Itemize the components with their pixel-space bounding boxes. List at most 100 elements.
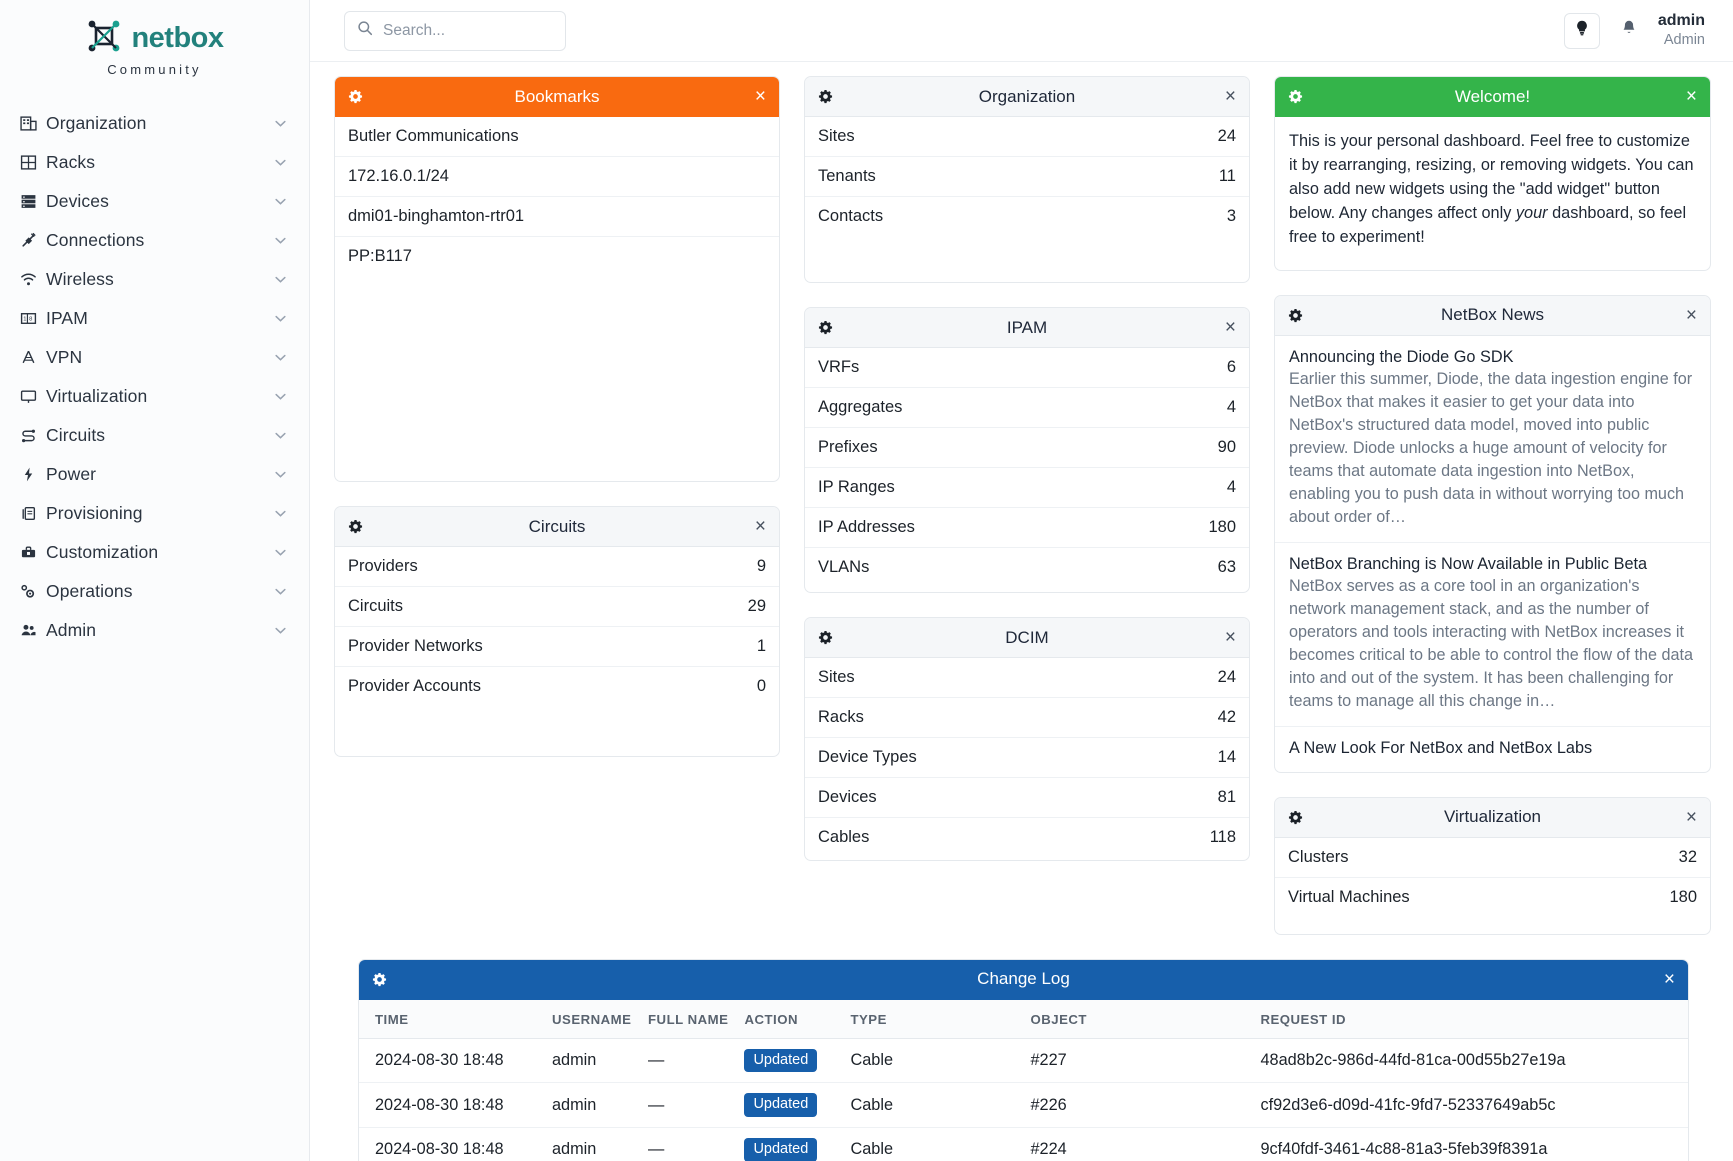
sidebar-item-vpn[interactable]: VPN (0, 338, 309, 377)
cell-request-id[interactable]: 48ad8b2c-986d-44fd-81ca-00d55b27e19a (1252, 1038, 1688, 1084)
widget-body: VRFs 6 Aggregates 4 Prefixes 90 IP Ran (805, 348, 1249, 592)
column-header-time[interactable]: TIME (359, 999, 544, 1039)
gear-icon[interactable] (1288, 810, 1303, 825)
bookmark-item[interactable]: PP:B117 (348, 247, 412, 265)
theme-toggle-button[interactable] (1563, 12, 1600, 49)
close-icon[interactable]: × (1685, 806, 1697, 828)
column-header-request-id[interactable]: REQUEST ID (1252, 999, 1688, 1039)
close-icon[interactable]: × (1685, 86, 1697, 107)
bookmark-item[interactable]: dmi01-binghamton-rtr01 (335, 197, 779, 237)
search-box[interactable] (344, 10, 566, 51)
cell-object[interactable]: #224 (1022, 1127, 1253, 1161)
sidebar-item-racks[interactable]: Racks (0, 143, 309, 182)
cell-request-id[interactable]: 9cf40fdf-3461-4c88-81a3-5feb39f8391a (1252, 1127, 1688, 1161)
cell-time[interactable]: 2024-08-30 18:48 (359, 1082, 544, 1129)
sidebar-item-connections[interactable]: Connections (0, 221, 309, 260)
widget-title: IPAM (1006, 317, 1048, 337)
stat-label[interactable]: Sites (818, 127, 855, 145)
stat-label[interactable]: IP Addresses (818, 518, 915, 536)
column-header-object[interactable]: OBJECT (1022, 999, 1253, 1039)
stat-row: Provider Networks 1 (335, 627, 779, 667)
cell-type: Cable (842, 1082, 1023, 1129)
news-title[interactable]: NetBox Branching is Now Available in Pub… (1289, 554, 1648, 573)
stat-label[interactable]: Devices (818, 788, 877, 806)
close-icon[interactable]: × (1663, 968, 1675, 990)
gear-icon[interactable] (348, 89, 363, 104)
bookmark-item[interactable]: Butler Communications (335, 117, 779, 157)
sidebar-item-virtualization[interactable]: Virtualization (0, 377, 309, 416)
sidebar-item-circuits[interactable]: Circuits (0, 416, 309, 455)
cell-object[interactable]: #226 (1022, 1082, 1253, 1129)
brand-logo[interactable]: netbox Community (0, 12, 309, 84)
cell-time[interactable]: 2024-08-30 18:48 (359, 1038, 544, 1084)
circuit-icon (20, 427, 46, 444)
column-header-full-name[interactable]: FULL NAME (640, 999, 737, 1039)
cell-time[interactable]: 2024-08-30 18:48 (359, 1127, 544, 1161)
stat-label[interactable]: Cables (818, 828, 870, 846)
bookmark-item[interactable]: 172.16.0.1/24 (335, 157, 779, 197)
sidebar-item-provisioning[interactable]: Provisioning (0, 494, 309, 533)
close-icon[interactable]: × (1685, 304, 1697, 326)
sidebar-item-wireless[interactable]: Wireless (0, 260, 309, 299)
sidebar-item-customization[interactable]: Customization (0, 533, 309, 572)
stat-label[interactable]: VLANs (818, 558, 870, 576)
stat-label[interactable]: Provider Accounts (348, 677, 481, 695)
column-header-type[interactable]: TYPE (842, 999, 1023, 1039)
stat-value: 42 (1217, 708, 1236, 726)
column-header-username[interactable]: USERNAME (544, 999, 640, 1039)
close-icon[interactable]: × (754, 516, 766, 537)
chevron-down-icon (274, 117, 287, 130)
user-menu[interactable]: admin Admin (1658, 11, 1709, 49)
changelog-wrapper: Change Log × TIME USERNAME FULL NAME ACT… (334, 935, 1711, 1161)
stat-label[interactable]: Virtual Machines (1288, 887, 1410, 906)
gear-icon[interactable] (1288, 308, 1303, 323)
sidebar-item-power[interactable]: Power (0, 455, 309, 494)
stat-label[interactable]: Contacts (818, 207, 884, 225)
sidebar-item-devices[interactable]: Devices (0, 182, 309, 221)
gear-icon[interactable] (348, 519, 363, 534)
stat-label[interactable]: Providers (348, 557, 418, 575)
stat-value: 4 (1226, 398, 1236, 416)
widget-header: Organization × (805, 77, 1249, 117)
close-icon[interactable]: × (754, 86, 766, 107)
stat-label[interactable]: VRFs (818, 358, 860, 376)
stat-label[interactable]: Racks (818, 708, 864, 726)
sidebar-item-organization[interactable]: Organization (0, 104, 309, 143)
stat-label[interactable]: Sites (818, 668, 855, 686)
stat-value: 0 (756, 677, 766, 695)
cell-object[interactable]: #227 (1022, 1038, 1253, 1084)
sidebar-item-operations[interactable]: Operations (0, 572, 309, 611)
sidebar-item-admin[interactable]: Admin (0, 611, 309, 650)
sidebar: netbox Community Organization Racks (0, 0, 310, 1161)
close-icon[interactable]: × (1224, 317, 1236, 338)
svg-text:8: 8 (29, 317, 32, 323)
stat-label[interactable]: IP Ranges (818, 478, 895, 496)
widget-header: Change Log × (359, 959, 1688, 1000)
gear-icon[interactable] (818, 630, 833, 645)
stat-label[interactable]: Aggregates (818, 398, 903, 416)
stat-label[interactable]: Clusters (1288, 847, 1349, 866)
cell-request-id[interactable]: cf92d3e6-d09d-41fc-9fd7-52337649ab5c (1252, 1082, 1688, 1129)
stat-label[interactable]: Prefixes (818, 438, 878, 456)
stat-label[interactable]: Device Types (818, 748, 917, 766)
stat-label[interactable]: Provider Networks (348, 637, 483, 655)
gear-icon[interactable] (818, 89, 833, 104)
notifications-button[interactable] (1614, 16, 1644, 46)
column-header-action[interactable]: ACTION (736, 999, 843, 1039)
close-icon[interactable]: × (1224, 86, 1236, 107)
stat-label[interactable]: Tenants (818, 167, 876, 185)
stat-row: Aggregates 4 (805, 388, 1249, 428)
stat-label[interactable]: Circuits (348, 597, 404, 615)
gear-icon[interactable] (372, 972, 387, 987)
close-icon[interactable]: × (1224, 627, 1236, 648)
search-input[interactable] (383, 21, 553, 40)
table-row: 2024-08-30 18:48 admin — Updated Cable #… (359, 1127, 1688, 1161)
gear-icon[interactable] (1288, 89, 1303, 104)
changelog-header-row: TIME USERNAME FULL NAME ACTION TYPE OBJE… (359, 999, 1688, 1039)
widget-dcim: DCIM × Sites 24 Racks 42 Device (804, 617, 1250, 861)
gear-icon[interactable] (818, 320, 833, 335)
news-title[interactable]: Announcing the Diode Go SDK (1289, 347, 1514, 366)
stat-value: 118 (1209, 828, 1236, 846)
news-title[interactable]: A New Look For NetBox and NetBox Labs (1289, 738, 1593, 757)
